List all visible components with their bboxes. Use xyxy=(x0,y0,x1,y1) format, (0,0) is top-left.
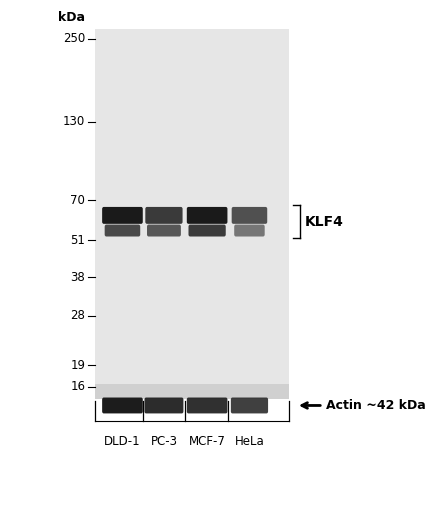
FancyBboxPatch shape xyxy=(230,398,267,413)
Text: Actin ~42 kDa: Actin ~42 kDa xyxy=(326,399,425,412)
FancyBboxPatch shape xyxy=(233,224,264,237)
FancyBboxPatch shape xyxy=(231,207,267,224)
FancyBboxPatch shape xyxy=(104,224,140,237)
Text: 28: 28 xyxy=(70,310,85,322)
Text: 38: 38 xyxy=(70,271,85,284)
FancyBboxPatch shape xyxy=(102,207,142,224)
Text: 16: 16 xyxy=(70,380,85,393)
FancyBboxPatch shape xyxy=(186,398,227,413)
FancyBboxPatch shape xyxy=(145,207,182,224)
Text: 19: 19 xyxy=(70,359,85,371)
Text: HeLa: HeLa xyxy=(234,435,264,448)
Text: MCF-7: MCF-7 xyxy=(188,435,225,448)
Bar xyxy=(94,29,289,399)
Text: 51: 51 xyxy=(70,234,85,247)
FancyBboxPatch shape xyxy=(186,207,227,224)
Text: 130: 130 xyxy=(63,115,85,128)
Text: KLF4: KLF4 xyxy=(304,215,343,229)
Text: 250: 250 xyxy=(63,33,85,45)
FancyBboxPatch shape xyxy=(188,224,225,237)
Text: PC-3: PC-3 xyxy=(150,435,177,448)
Text: kDa: kDa xyxy=(58,11,85,24)
FancyBboxPatch shape xyxy=(144,398,183,413)
Bar xyxy=(94,384,289,399)
Text: DLD-1: DLD-1 xyxy=(104,435,141,448)
FancyBboxPatch shape xyxy=(102,398,142,413)
FancyBboxPatch shape xyxy=(147,224,181,237)
Text: 70: 70 xyxy=(70,194,85,206)
